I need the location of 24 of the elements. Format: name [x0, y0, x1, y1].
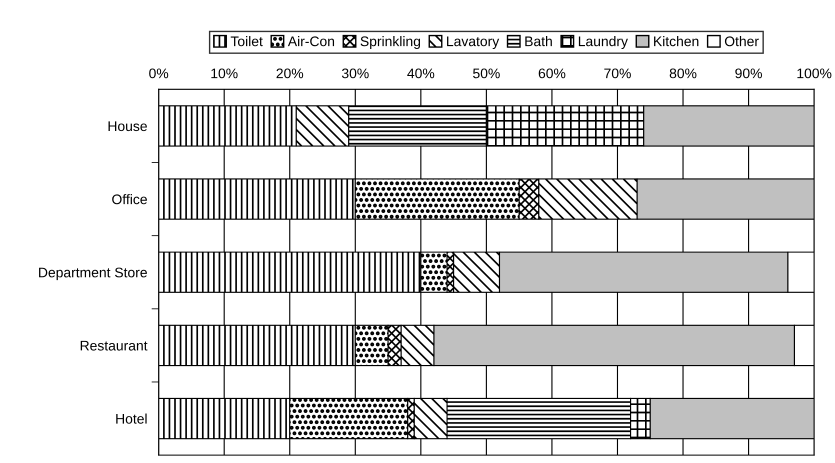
x-tick-label: 10%: [211, 68, 238, 78]
y-tick-label: Hotel: [116, 414, 147, 424]
x-tick-label: 40%: [407, 68, 434, 78]
x-tick-label: 20%: [276, 68, 304, 78]
legend-label: Toilet: [230, 36, 263, 46]
x-tick-label: 30%: [342, 68, 369, 78]
x-tick-label: 90%: [735, 68, 762, 78]
y-tick-label: Office: [112, 194, 147, 204]
legend-label: Other: [724, 36, 759, 46]
x-tick-label: 80%: [670, 68, 696, 78]
x-tick-label: 0%: [149, 68, 168, 78]
legend-label: Laundry: [578, 36, 628, 49]
legend-label: Sprinkling: [360, 36, 420, 49]
legend-label: Air-Con: [288, 36, 334, 46]
legend-label: Bath: [525, 36, 552, 46]
x-tick-label: 70%: [604, 68, 631, 78]
y-tick-label: Restaurant: [80, 340, 148, 351]
legend-label: Lavatory: [447, 36, 500, 49]
y-tick-label: House: [108, 121, 147, 132]
y-tick-label: Department Store: [39, 268, 147, 280]
legend-label: Kitchen: [654, 36, 698, 46]
x-tick-label: 100%: [797, 68, 832, 78]
x-tick-label: 60%: [538, 68, 566, 78]
x-tick-label: 50%: [473, 68, 500, 78]
